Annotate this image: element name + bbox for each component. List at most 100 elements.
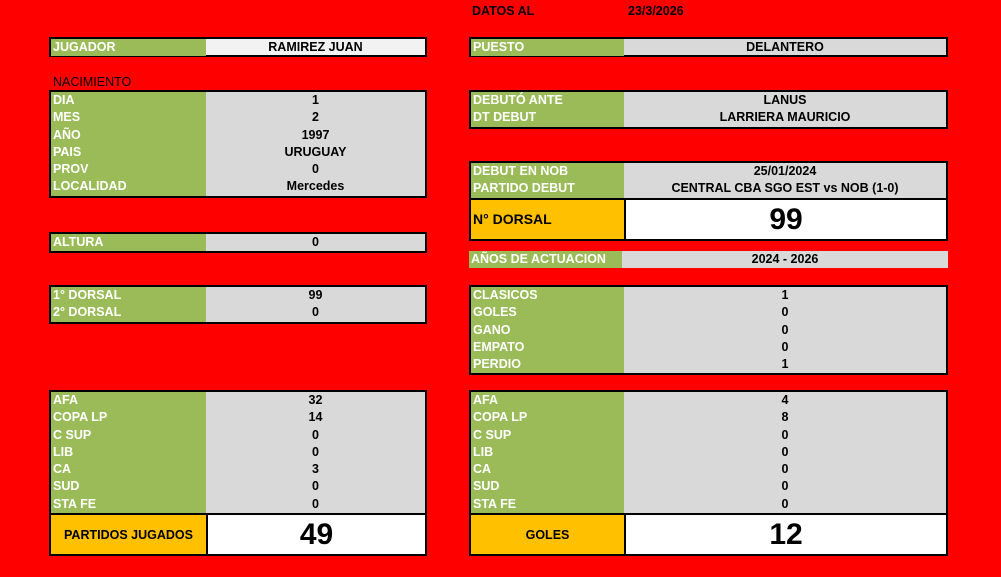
total-label: N° DORSAL <box>471 199 626 239</box>
total-label: PARTIDOS JUGADOS <box>51 515 208 555</box>
row-value[interactable]: 0 <box>781 322 789 337</box>
row-label: EMPATO <box>471 338 624 357</box>
total-value[interactable]: 12 <box>626 515 946 555</box>
dorsal-total: N° DORSAL 99 <box>471 197 946 239</box>
goles-row: AFA 4 <box>471 392 946 410</box>
goles-row: CA 0 <box>471 461 946 479</box>
row-value[interactable]: 0 <box>781 339 789 354</box>
row-value[interactable]: 0 <box>312 444 319 459</box>
altura-box: ALTURA 0 <box>49 232 427 254</box>
row-value[interactable]: 0 <box>781 462 789 477</box>
debut-rival-box: DEBUTÓ ANTE LANUS DT DEBUT LARRIERA MAURICI… <box>469 90 948 129</box>
row-value[interactable]: 0 <box>312 427 319 442</box>
goles-row: STA FE 0 <box>471 495 946 514</box>
clasicos-box: CLASICOS 1 GOLES 0 GANO 0 EMPATO 0 PERDIO 1 <box>469 285 948 376</box>
row-value[interactable]: LANUS <box>763 93 807 107</box>
row-label: DEBUT EN NOB <box>471 163 624 181</box>
row-value[interactable]: 2 <box>312 110 319 125</box>
row-value[interactable]: CENTRAL CBA SGO EST vs NOB (1-0) <box>671 181 899 196</box>
partidos-row: LIB 0 <box>51 443 425 462</box>
partidos-row: COPA LP 14 <box>51 409 425 427</box>
jugador-label: JUGADOR <box>51 39 206 57</box>
total-value[interactable]: 99 <box>626 199 946 239</box>
row-value[interactable]: 0 <box>312 305 319 320</box>
row-value[interactable]: 1 <box>312 93 319 107</box>
row-value[interactable]: 3 <box>312 462 319 477</box>
row-value[interactable]: 0 <box>781 427 789 442</box>
row-label: AFA <box>51 392 206 410</box>
row-label: PAIS <box>51 143 206 162</box>
row-value[interactable]: 0 <box>312 235 319 249</box>
debut-nob-row: DEBUT EN NOB 25/01/2024 <box>471 163 946 181</box>
clasicos-row: EMPATO 0 <box>471 338 946 357</box>
total-value[interactable]: 49 <box>208 515 425 555</box>
row-value[interactable]: 0 <box>781 444 789 459</box>
row-label: COPA LP <box>51 409 206 427</box>
row-value[interactable]: 25/01/2024 <box>753 164 817 178</box>
row-label: LIB <box>51 443 206 462</box>
nacimiento-row: PROV 0 <box>51 161 425 179</box>
jugador-box: JUGADOR RAMIREZ JUAN <box>49 37 427 57</box>
dorsales-row: 1° DORSAL 99 <box>51 287 425 305</box>
row-label: CA <box>51 461 206 479</box>
anos-row: AÑOS DE ACTUACION 2024 - 2026 <box>469 251 948 269</box>
row-value[interactable]: 8 <box>781 410 789 425</box>
row-label: PERDIO <box>471 356 624 374</box>
puesto-value[interactable]: DELANTERO <box>746 40 824 54</box>
row-value[interactable]: 99 <box>308 288 323 302</box>
row-value[interactable]: 0 <box>312 479 319 494</box>
row-value[interactable]: 0 <box>312 496 319 511</box>
row-value[interactable]: 4 <box>781 393 789 407</box>
goles-total: GOLES 12 <box>471 513 946 555</box>
row-value[interactable]: 1 <box>781 288 789 302</box>
row-value[interactable]: 2024 - 2026 <box>751 252 819 266</box>
clasicos-row: PERDIO 1 <box>471 356 946 374</box>
row-value[interactable]: 0 <box>312 162 319 177</box>
debut-nob-row: PARTIDO DEBUT CENTRAL CBA SGO EST vs NOB … <box>471 180 946 198</box>
jugador-value[interactable]: RAMIREZ JUAN <box>268 40 363 54</box>
row-label: C SUP <box>471 426 624 444</box>
datos-al-label: DATOS AL <box>472 4 535 18</box>
total-label: GOLES <box>471 515 626 555</box>
partidos-row: C SUP 0 <box>51 426 425 444</box>
altura-row: ALTURA 0 <box>51 234 425 252</box>
dorsales-box: 1° DORSAL 99 2° DORSAL 0 <box>49 285 427 324</box>
row-label: AÑO <box>51 126 206 144</box>
goles-row: C SUP 0 <box>471 426 946 444</box>
row-value[interactable]: URUGUAY <box>284 144 347 159</box>
row-value[interactable]: LARRIERA MAURICIO <box>719 110 851 125</box>
nacimiento-row: DIA 1 <box>51 92 425 110</box>
row-label: DEBUTÓ ANTE <box>471 92 624 110</box>
row-label: SUD <box>51 478 206 496</box>
row-value[interactable]: 1 <box>781 357 789 372</box>
datos-al-date: 23/3/2026 <box>628 4 684 18</box>
row-label: 2° DORSAL <box>51 304 206 322</box>
puesto-label: PUESTO <box>471 39 624 57</box>
row-label: PROV <box>51 161 206 179</box>
row-label: ALTURA <box>51 234 206 252</box>
partidos-box: AFA 32 COPA LP 14 C SUP 0 LIB 0 CA 3 SUD 0 STA FE 0 PA… <box>49 390 427 557</box>
row-value[interactable]: 0 <box>781 479 789 494</box>
dorsales-row: 2° DORSAL 0 <box>51 304 425 322</box>
row-label: DT DEBUT <box>471 109 624 127</box>
debut-rival-row: DT DEBUT LARRIERA MAURICIO <box>471 109 946 127</box>
row-label: AÑOS DE ACTUACION <box>469 251 622 269</box>
partidos-total: PARTIDOS JUGADOS 49 <box>51 513 425 555</box>
row-label: STA FE <box>51 495 206 514</box>
nacimiento-row: MES 2 <box>51 109 425 127</box>
row-value[interactable]: 0 <box>781 496 789 511</box>
row-label: CA <box>471 461 624 479</box>
row-value[interactable]: 32 <box>308 393 323 407</box>
row-value[interactable]: 1997 <box>301 127 330 142</box>
row-label: MES <box>51 109 206 127</box>
nacimiento-box: DIA 1 MES 2 AÑO 1997 PAIS URUGUAY PROV 0 LOCALIDAD… <box>49 90 427 198</box>
row-value[interactable]: Mercedes <box>286 179 345 194</box>
row-value[interactable]: 0 <box>781 305 789 320</box>
nacimiento-row: PAIS URUGUAY <box>51 143 425 162</box>
row-label: C SUP <box>51 426 206 444</box>
puesto-box: PUESTO DELANTERO <box>469 37 948 57</box>
clasicos-row: GANO 0 <box>471 321 946 339</box>
row-value[interactable]: 14 <box>308 410 323 425</box>
partidos-row: STA FE 0 <box>51 495 425 514</box>
row-label: SUD <box>471 478 624 496</box>
